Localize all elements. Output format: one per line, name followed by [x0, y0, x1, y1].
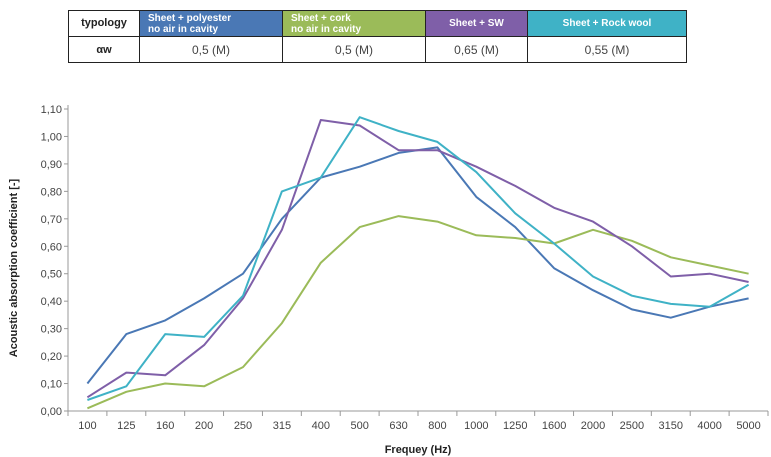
series-line-2	[86, 119, 749, 399]
y-tick-label: 0,70	[41, 214, 62, 226]
y-tick-label: 0,40	[41, 296, 62, 308]
cell-cork-aw: 0,5 (M)	[282, 36, 426, 63]
x-tick-label: 2000	[581, 420, 605, 432]
col-header-cork-line1: Sheet + cork	[291, 12, 351, 24]
col-header-cork-line2: no air in cavity	[291, 23, 362, 35]
x-tick-label: 800	[428, 420, 446, 432]
x-tick-label: 630	[389, 420, 407, 432]
cell-rockwool-aw: 0,55 (M)	[527, 36, 687, 63]
y-tick-label: 0,00	[41, 406, 62, 418]
y-tick-label: 1,00	[41, 131, 62, 143]
y-axis-title: Acoustic absorption coefficient [-]	[8, 178, 20, 357]
cell-polyester-aw: 0,5 (M)	[139, 36, 283, 63]
col-header-polyester-line2: no air in cavity	[148, 23, 219, 35]
x-tick-label: 315	[273, 420, 291, 432]
x-tick-label: 1600	[542, 420, 566, 432]
series-line-1	[87, 215, 749, 410]
y-tick-label: 0,10	[41, 379, 62, 391]
col-header-cork: Sheet + cork no air in cavity	[282, 10, 426, 37]
cell-sw-aw: 0,65 (M)	[425, 36, 528, 63]
series-line-0	[86, 146, 749, 385]
y-tick-label: 0,80	[41, 186, 62, 198]
x-tick-label: 3150	[659, 420, 683, 432]
y-tick-label: 0,30	[41, 324, 62, 336]
series-line-3	[87, 116, 750, 401]
y-tick-label: 0,50	[41, 269, 62, 281]
x-tick-label: 500	[350, 420, 368, 432]
col-header-rockwool: Sheet + Rock wool	[527, 10, 687, 37]
x-tick-label: 100	[78, 420, 96, 432]
x-axis-title: Frequey (Hz)	[385, 444, 452, 456]
table-header-row: typology Sheet + polyester no air in cavi…	[68, 10, 687, 37]
col-header-sw: Sheet + SW	[425, 10, 528, 37]
x-tick-label: 125	[117, 420, 135, 432]
x-tick-label: 200	[195, 420, 213, 432]
chart-labels: 0,00 0,10 0,20 0,30 0,40 0,50 0,60 0,70 0,80 0,90…	[41, 104, 761, 432]
summary-table: typology Sheet + polyester no air in cavi…	[68, 10, 687, 63]
chart-axes	[64, 105, 769, 416]
col-header-polyester-line1: Sheet + polyester	[148, 12, 232, 24]
y-tick-label: 0,20	[41, 351, 62, 363]
x-tick-label: 4000	[697, 420, 721, 432]
y-tick-label: 1,10	[41, 104, 62, 116]
table-row-aw: αw 0,5 (M) 0,5 (M) 0,65 (M) 0,55 (M)	[68, 36, 687, 63]
x-tick-label: 1000	[464, 420, 488, 432]
x-tick-label: 400	[312, 420, 330, 432]
chart-series	[86, 116, 750, 410]
x-tick-label: 1250	[503, 420, 527, 432]
y-tick-label: 0,90	[41, 159, 62, 171]
y-tick-label: 0,60	[41, 241, 62, 253]
x-tick-label: 160	[156, 420, 174, 432]
typology-header: typology	[68, 10, 140, 37]
row-label-aw: αw	[68, 36, 140, 63]
x-tick-label: 250	[234, 420, 252, 432]
x-tick-label: 2500	[620, 420, 644, 432]
x-tick-label: 5000	[736, 420, 760, 432]
